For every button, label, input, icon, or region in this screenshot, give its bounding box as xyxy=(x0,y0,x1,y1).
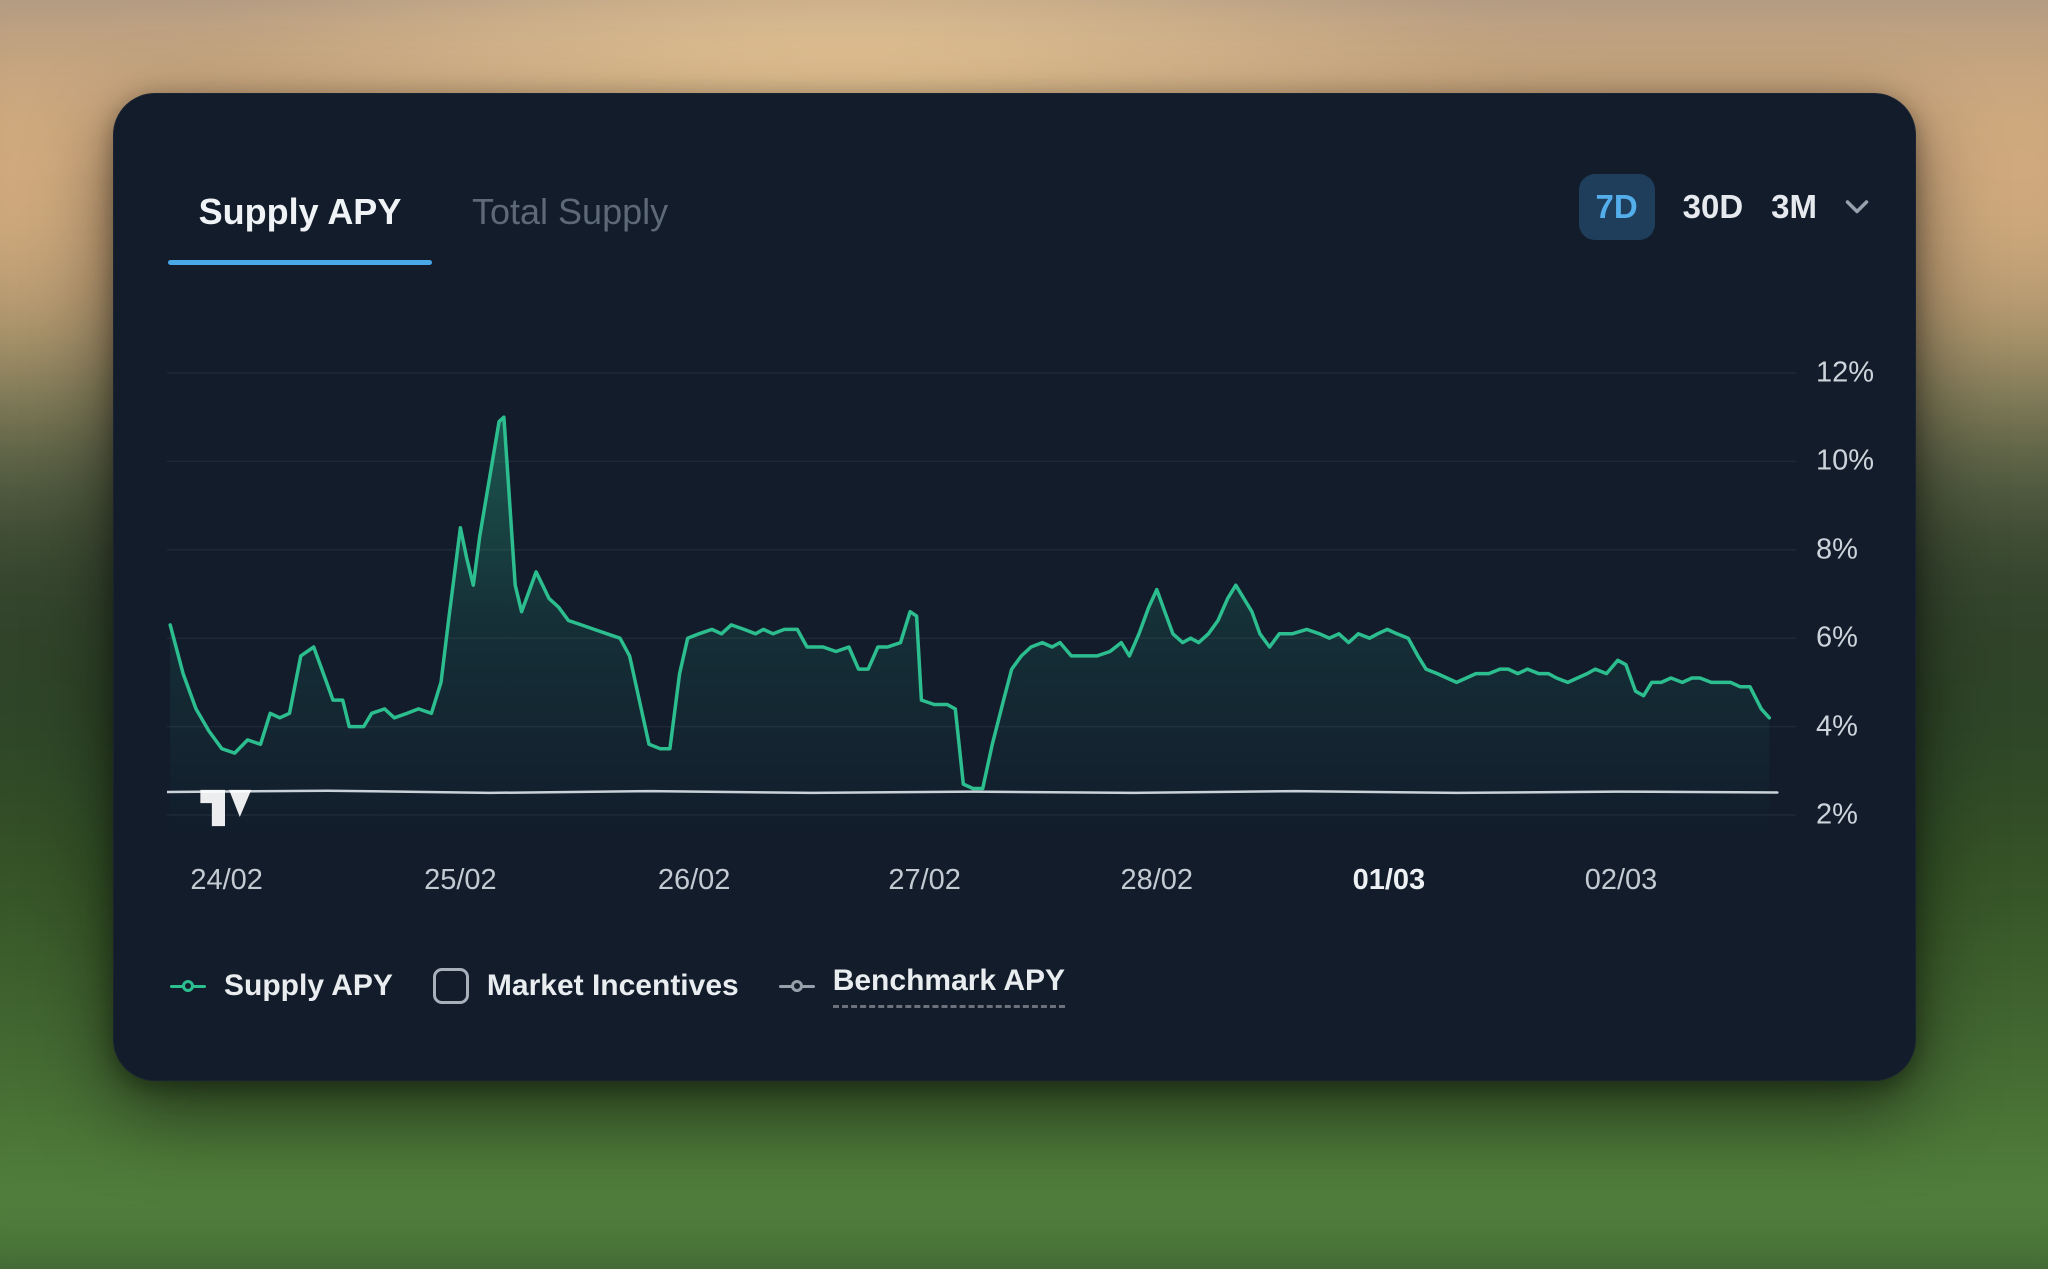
x-tick-label: 28/02 xyxy=(1120,864,1194,896)
legend-supply-apy[interactable]: Supply APY xyxy=(170,969,393,1003)
tab-supply-apy-label: Supply APY xyxy=(198,191,402,232)
chart-card: Supply APY Total Supply 7D 30D 3M 12% 10%… xyxy=(113,93,1916,1081)
x-tick-label: 25/02 xyxy=(424,864,497,896)
benchmark-apy-line xyxy=(167,789,1779,795)
tradingview-logo-icon[interactable] xyxy=(194,785,256,836)
tab-total-supply[interactable]: Total Supply xyxy=(472,190,668,265)
y-tick-label: 4% xyxy=(1816,710,1858,743)
tab-total-supply-label: Total Supply xyxy=(472,191,669,232)
legend-supply-apy-label: Supply APY xyxy=(224,969,393,1002)
chart-legend: Supply APY Market Incentives Benchmark A… xyxy=(170,964,1066,1008)
legend-benchmark-apy[interactable]: Benchmark APY xyxy=(778,964,1066,1008)
y-tick-label: 2% xyxy=(1816,798,1858,831)
active-tab-indicator xyxy=(168,260,432,265)
benchmark-apy-series-marker-icon xyxy=(778,975,815,997)
market-incentives-checkbox[interactable] xyxy=(432,968,469,1004)
x-tick-label: 01/03 xyxy=(1352,864,1426,896)
x-tick-label: 24/02 xyxy=(190,864,263,896)
supply-apy-series-marker-icon xyxy=(170,975,206,997)
x-tick-label: 26/02 xyxy=(657,864,731,896)
y-tick-label: 6% xyxy=(1816,621,1858,654)
y-tick-label: 12% xyxy=(1816,356,1875,389)
tab-supply-apy[interactable]: Supply APY xyxy=(168,190,432,265)
x-tick-label: 02/03 xyxy=(1584,864,1658,896)
supply-apy-line xyxy=(168,415,1772,791)
y-tick-label: 10% xyxy=(1816,444,1875,477)
tab-bar: Supply APY Total Supply xyxy=(168,190,668,265)
chevron-down-icon[interactable] xyxy=(1845,199,1869,215)
legend-market-incentives-label: Market Incentives xyxy=(486,969,739,1002)
range-3m-button[interactable]: 3M xyxy=(1771,188,1817,225)
supply-apy-area xyxy=(170,417,1770,839)
range-7d-button[interactable]: 7D xyxy=(1578,174,1655,240)
legend-market-incentives[interactable]: Market Incentives xyxy=(432,968,739,1004)
time-range-selector: 7D 30D 3M xyxy=(1578,173,1869,241)
x-tick-label: 27/02 xyxy=(888,864,961,896)
apy-chart[interactable] xyxy=(167,294,1807,854)
legend-benchmark-apy-label: Benchmark APY xyxy=(832,964,1066,1008)
y-tick-label: 8% xyxy=(1816,533,1858,566)
range-30d-button[interactable]: 30D xyxy=(1682,188,1744,225)
